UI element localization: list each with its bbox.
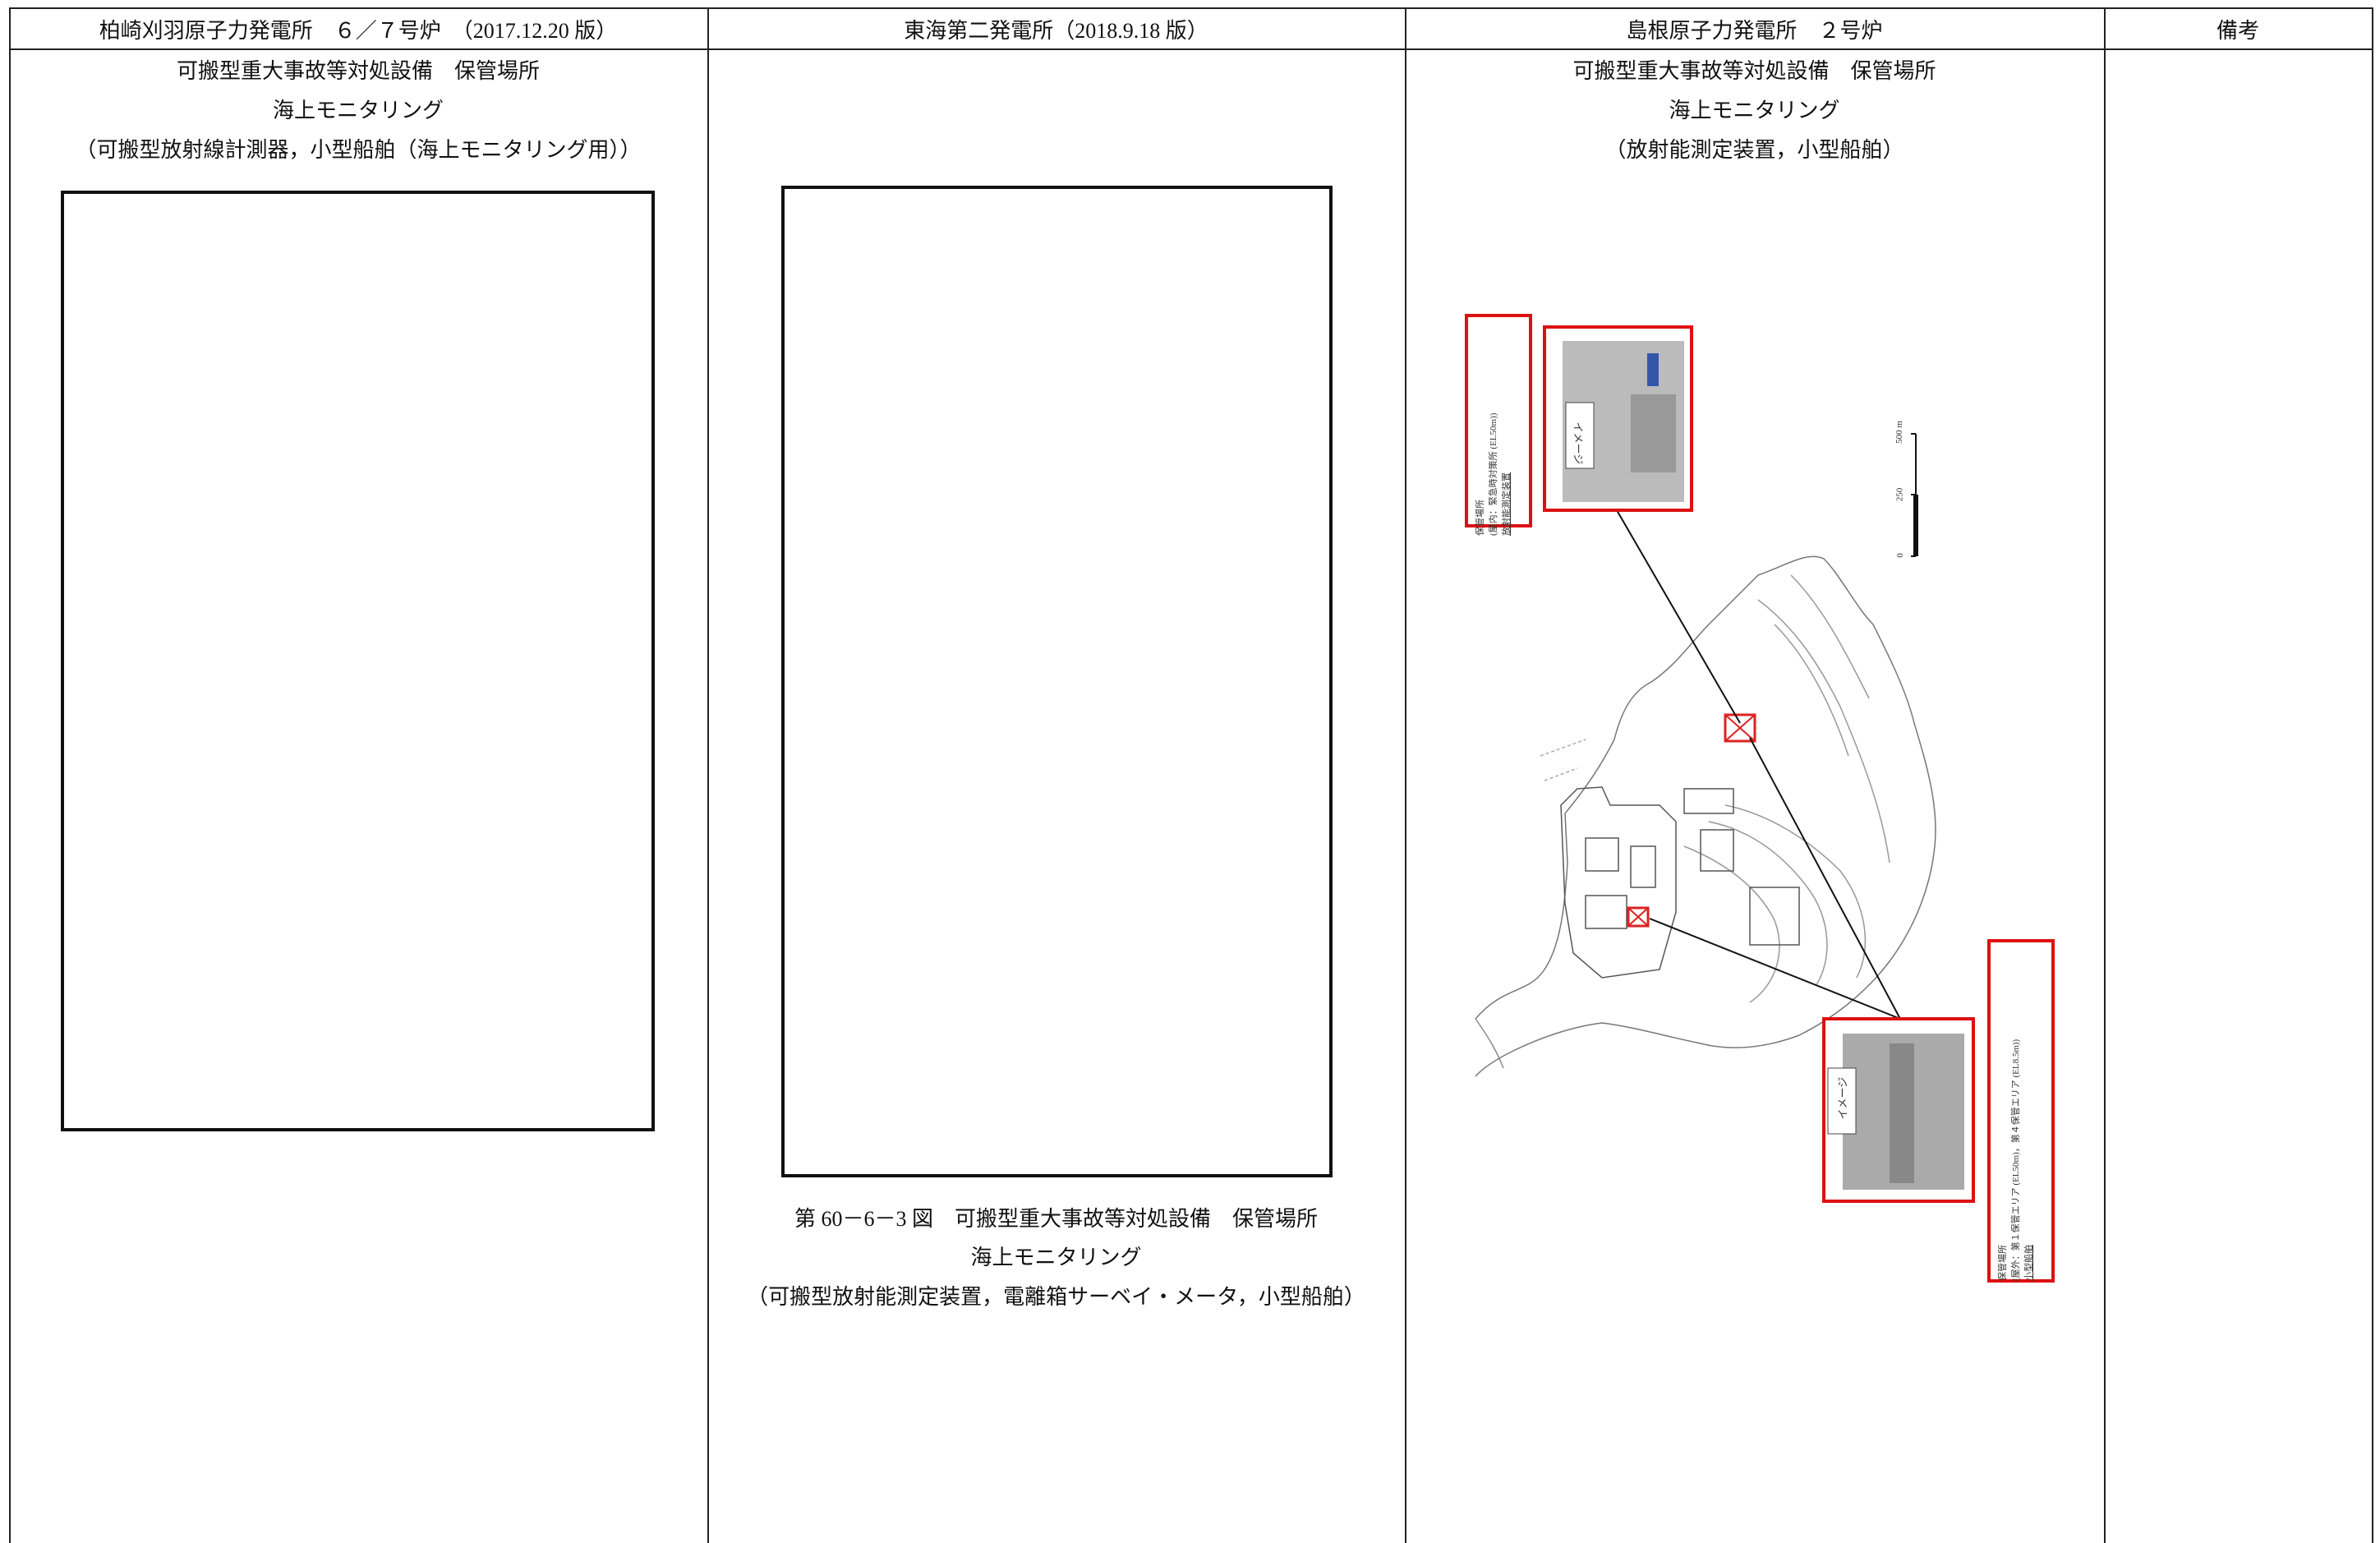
caption-line: （可搬型放射能測定装置，電離箱サーベイ・メータ，小型船舶） [747, 1285, 1365, 1309]
outdoor-label: 保管場所 (屋外：第１保管エリア (EL50m)，第４保管エリア (EL8.5m… [1996, 941, 2046, 1281]
header-cell: 備考 [2216, 19, 2259, 43]
label-line: 放射能測定装置 [1502, 472, 1512, 536]
table-border [2372, 7, 2373, 1543]
label-line: (屋内：緊急時対策所 (EL50m)) [1489, 412, 1498, 536]
label-line: 小型船舶 [2024, 1245, 2034, 1281]
image-tag: イメージ [1836, 1076, 1849, 1120]
table-border [9, 7, 2373, 9]
table-border [1405, 7, 1406, 1543]
indoor-label: 保管場所 (屋内：緊急時対策所 (EL50m)) 放射能測定装置 [1474, 325, 1523, 536]
site-map [1465, 314, 2055, 1283]
masked-figure [781, 186, 1333, 1177]
caption-line: 海上モニタリング [970, 1246, 1142, 1269]
caption-line: （放射能測定装置，小型船舶） [1604, 138, 1904, 162]
label-line: (屋外：第１保管エリア (EL50m)，第４保管エリア (EL8.5m)) [2011, 1039, 2021, 1281]
table-border [9, 48, 2373, 50]
header-cell: 東海第二発電所（2018.9.18 版） [904, 19, 1208, 43]
scale-label: 0 [1894, 553, 1905, 558]
caption-line: 海上モニタリング [1669, 99, 1840, 122]
table-border [2104, 7, 2106, 1543]
scale-label: 250 [1894, 487, 1905, 502]
table-border [9, 7, 11, 1543]
caption-line: 第 60－6－3 図 可搬型重大事故等対処設備 保管場所 [794, 1207, 1318, 1231]
masked-figure [61, 191, 655, 1131]
caption-line: 海上モニタリング [272, 99, 444, 122]
scale-label: 500 m [1894, 421, 1904, 444]
table-border [707, 7, 709, 1543]
header-cell: 柏崎刈羽原子力発電所 ６／７号炉 （2017.12.20 版） [99, 19, 618, 43]
caption-line: （可搬型放射線計測器，小型船舶（海上モニタリング用）） [75, 138, 642, 162]
header-cell: 島根原子力発電所 ２号炉 [1626, 19, 1883, 43]
label-line: 保管場所 [1998, 1245, 2008, 1281]
caption-line: 可搬型重大事故等対処設備 保管場所 [176, 59, 540, 83]
label-line: 保管場所 [1475, 500, 1485, 536]
caption-line: 可搬型重大事故等対処設備 保管場所 [1572, 59, 1936, 83]
image-tag: イメージ [1572, 421, 1585, 465]
coastline [1475, 555, 1936, 1077]
